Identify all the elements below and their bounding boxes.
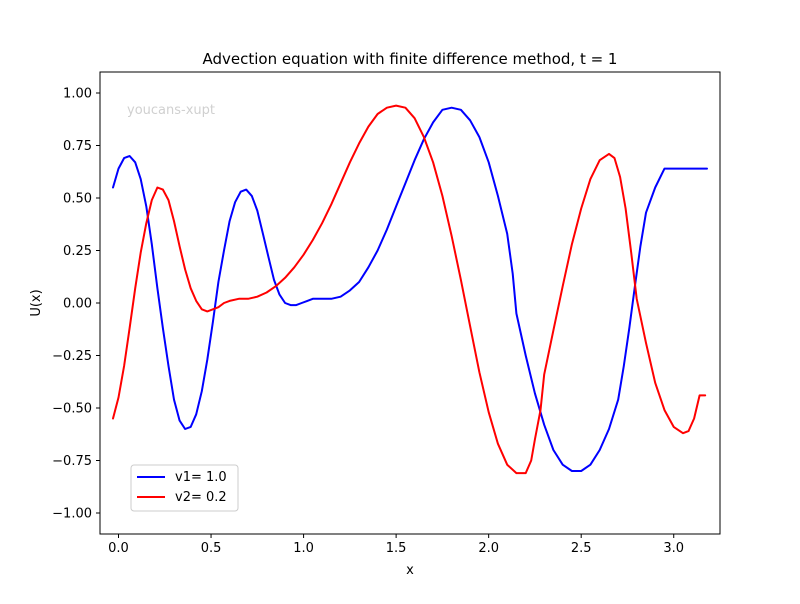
y-tick-label: −0.25 <box>52 349 92 364</box>
x-axis-ticks: 0.0 0.5 1.0 1.5 2.0 2.5 3.0 <box>108 534 684 556</box>
plot-frame <box>99 71 721 535</box>
legend: v1= 1.0 v2= 0.2 <box>130 464 239 512</box>
y-tick-label: 0.25 <box>63 244 92 259</box>
x-tick-label: 0.0 <box>108 541 129 556</box>
series-lines <box>112 104 708 475</box>
series-line-1 <box>112 106 708 472</box>
y-axis-ticks: −1.00 −0.75 −0.50 −0.25 0.00 0.25 0.50 0.75 1.00 <box>52 87 100 522</box>
y-tick-label: 1.00 <box>63 87 92 102</box>
x-tick-label: 1.5 <box>386 541 407 556</box>
watermark-text: youcans-xupt <box>127 103 215 118</box>
y-tick-label: 0.00 <box>63 297 92 312</box>
y-tick-label: 0.75 <box>63 139 92 154</box>
x-tick-label: 1.0 <box>293 541 314 556</box>
legend-label-v2: v2= 0.2 <box>175 490 227 505</box>
plot-area <box>100 72 720 534</box>
chart-title: Advection equation with finite differenc… <box>203 50 618 68</box>
y-tick-label: 0.50 <box>63 192 92 207</box>
x-axis-label: x <box>406 563 414 578</box>
y-tick-label: −1.00 <box>52 507 92 522</box>
series-line-2 <box>112 104 707 475</box>
x-tick-label: 0.5 <box>201 541 222 556</box>
x-tick-label: 2.5 <box>571 541 592 556</box>
y-axis-label: U(x) <box>29 289 44 316</box>
y-tick-label: −0.75 <box>52 454 92 469</box>
y-tick-label: −0.50 <box>52 402 92 417</box>
legend-label-v1: v1= 1.0 <box>175 470 227 485</box>
x-tick-label: 2.0 <box>478 541 499 556</box>
x-tick-label: 3.0 <box>663 541 684 556</box>
